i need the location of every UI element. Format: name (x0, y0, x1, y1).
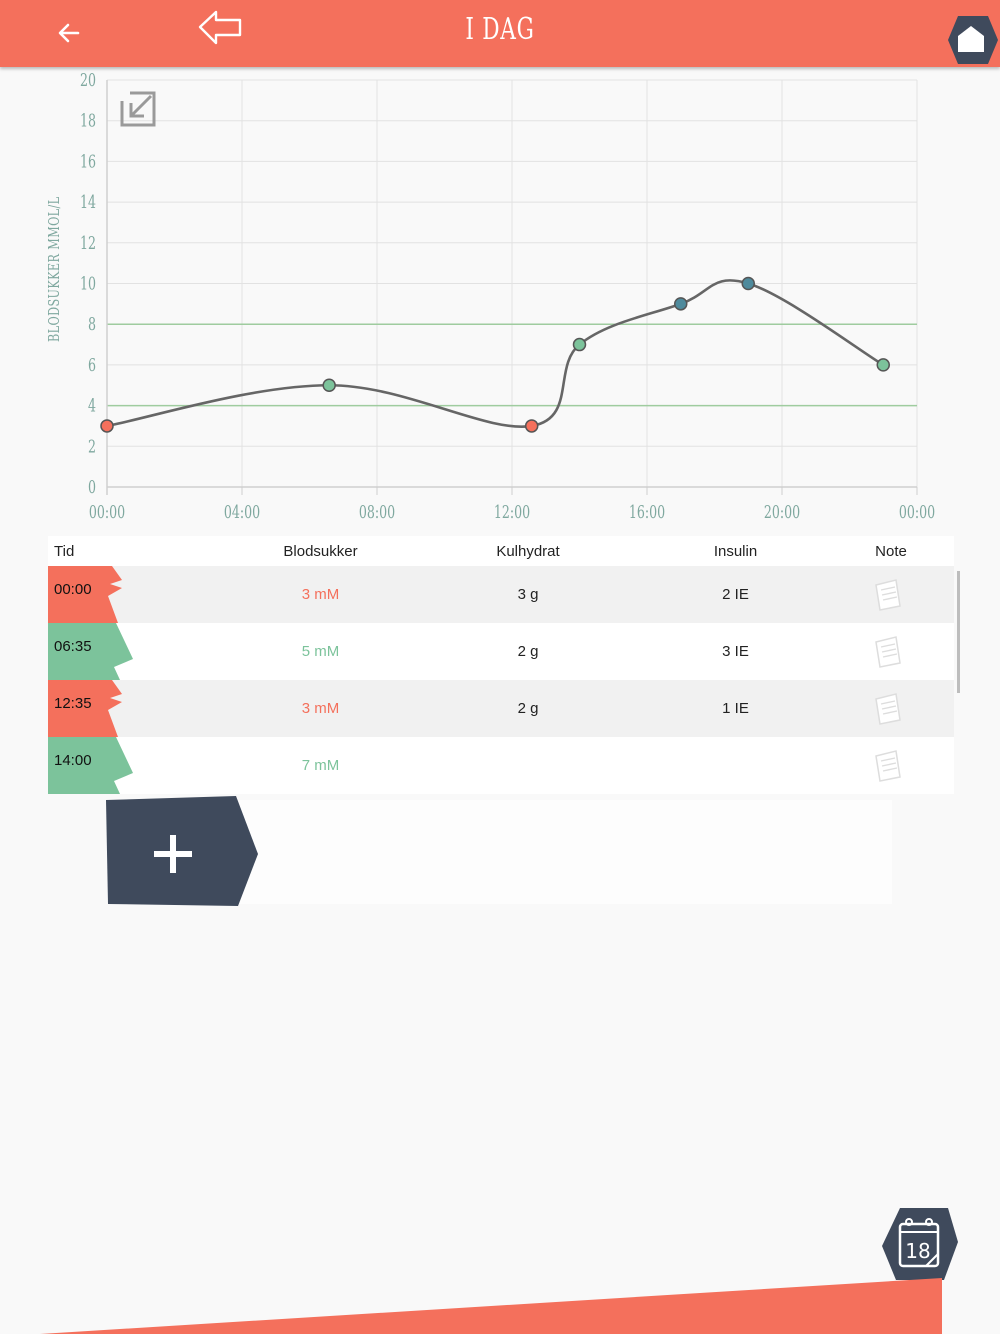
header-insulin: Insulin (713, 542, 758, 560)
data-points (100, 276, 890, 433)
table-row[interactable]: 12:35 3 mM 2 g 1 IE (48, 680, 954, 737)
header-tid: Tid (54, 542, 75, 560)
y-axis-label: BLODSUKKER MMOL/L (47, 196, 64, 342)
row-blodsukker: 7 mM (301, 757, 340, 774)
status-flag-ok (48, 737, 133, 794)
y-tick-label: 4 (88, 395, 96, 416)
y-tick-label: 14 (80, 192, 96, 213)
data-point (741, 276, 755, 291)
arrow-outline-left-icon[interactable] (196, 8, 246, 48)
note-icon[interactable] (874, 749, 902, 783)
header-note: Note (828, 536, 954, 566)
data-point (100, 419, 114, 433)
y-tick-label: 18 (80, 110, 96, 131)
y-tick-label: 6 (88, 355, 96, 376)
x-tick-label: 20:00 (764, 502, 800, 523)
row-insulin: 1 IE (722, 700, 749, 717)
header-kulhydrat: Kulhydrat (496, 542, 560, 560)
header-note-label: Note (875, 542, 907, 560)
table-row[interactable]: 14:00 7 mM (48, 737, 954, 794)
note-icon[interactable] (874, 635, 902, 669)
row-time: 14:00 (54, 752, 92, 769)
row-insulin: 2 IE (722, 586, 749, 603)
row-blodsukker: 3 mM (301, 700, 340, 717)
x-tick-label: 12:00 (494, 502, 530, 523)
footer-stripe (40, 1278, 942, 1334)
row-time: 12:35 (54, 695, 92, 712)
status-flag-low (48, 566, 122, 623)
status-flag-ok (48, 623, 133, 680)
x-tick-label: 04:00 (224, 502, 260, 523)
x-tick-label: 00:00 (899, 502, 935, 523)
x-tick-label: 16:00 (629, 502, 665, 523)
calendar-button[interactable]: 18 (880, 1206, 960, 1282)
note-icon[interactable] (874, 578, 902, 612)
table-row[interactable]: 06:35 5 mM 2 g 3 IE (48, 623, 954, 680)
header-bar: I DAG (0, 0, 1000, 67)
home-icon[interactable] (944, 14, 998, 66)
row-blodsukker: 3 mM (301, 586, 340, 603)
y-tick-label: 12 (80, 233, 96, 254)
row-blodsukker: 5 mM (301, 643, 340, 660)
row-kulhydrat: 2 g (517, 643, 539, 660)
table-row[interactable]: 00:00 3 mM 3 g 2 IE (48, 566, 954, 623)
y-tick-label: 10 (80, 273, 96, 294)
y-tick-labels: 0 2 4 6 8 10 12 14 16 18 20 (80, 70, 96, 498)
chart-grid (106, 79, 918, 495)
row-time: 00:00 (54, 581, 92, 598)
y-tick-label: 20 (80, 70, 96, 91)
page-title: I DAG (465, 12, 535, 47)
calendar-day: 18 (905, 1239, 930, 1263)
data-point (322, 378, 336, 392)
row-time: 06:35 (54, 638, 92, 655)
x-tick-labels: 00:00 04:00 08:00 12:00 16:00 20:00 00:00 (89, 502, 935, 523)
row-insulin: 3 IE (722, 643, 749, 660)
y-tick-label: 0 (88, 477, 96, 498)
calendar-icon (898, 1218, 940, 1268)
series-line (106, 279, 884, 429)
row-kulhydrat: 2 g (517, 700, 539, 717)
blood-sugar-chart: 0 2 4 6 8 10 12 14 16 18 20 00:00 04:00 08:00 12:00 16… (47, 70, 936, 523)
add-entry-button[interactable] (106, 796, 260, 908)
x-tick-label: 08:00 (359, 502, 395, 523)
y-tick-label: 16 (80, 151, 96, 172)
header-blodsukker: Blodsukker (283, 542, 358, 560)
data-point (524, 419, 539, 433)
arrow-left-icon[interactable] (52, 16, 86, 50)
table-scrollbar[interactable] (957, 571, 960, 693)
y-tick-label: 2 (88, 436, 96, 457)
expand-icon[interactable] (120, 91, 156, 127)
data-point (572, 337, 587, 352)
note-icon[interactable] (874, 692, 902, 726)
target-range-lines (107, 323, 917, 407)
data-point (876, 358, 890, 372)
table-header: Tid Blodsukker Kulhydrat Insulin Note (48, 536, 954, 566)
y-tick-label: 8 (88, 314, 96, 335)
row-kulhydrat: 3 g (517, 586, 539, 603)
log-table: Tid Blodsukker Kulhydrat Insulin Note 00… (48, 536, 954, 794)
x-tick-label: 00:00 (89, 502, 125, 523)
data-point (674, 297, 688, 311)
plus-icon (154, 835, 192, 873)
status-flag-low (48, 680, 122, 737)
